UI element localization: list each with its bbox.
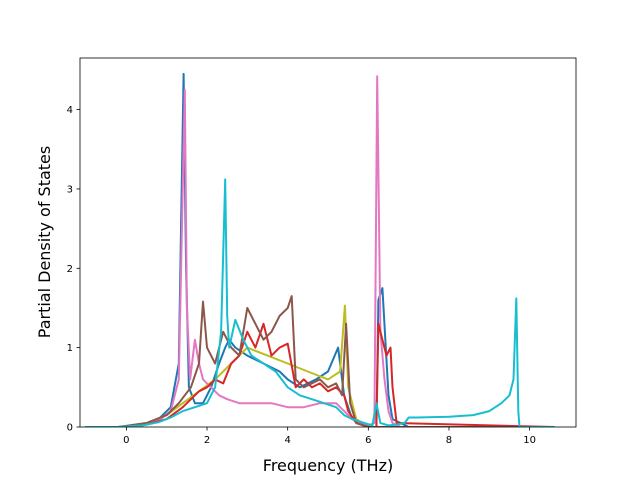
x-tick-label: 0 [123,435,129,446]
series-line-5 [85,295,555,427]
x-tick-label: 8 [446,435,452,446]
series-layer [85,72,555,427]
x-tick-label: 2 [204,435,210,446]
y-axis-label: Partial Density of States [35,146,54,338]
y-tick-label: 3 [67,184,73,195]
x-tick-label: 6 [365,435,371,446]
axes-frame [79,57,577,428]
series-line-4 [85,322,555,427]
y-axis: 0 1 2 3 4 [67,105,80,434]
x-axis-label: Frequency (THz) [263,456,393,475]
x-tick-label: 10 [523,435,536,446]
x-axis: 0 2 4 6 8 10 [123,427,536,446]
y-tick-label: 4 [67,105,73,116]
x-tick-label: 4 [284,435,290,446]
series-line-3 [85,75,555,427]
y-tick-label: 2 [67,264,73,275]
y-tick-label: 0 [67,423,73,434]
series-line-6 [85,178,555,427]
y-tick-label: 1 [67,343,73,354]
